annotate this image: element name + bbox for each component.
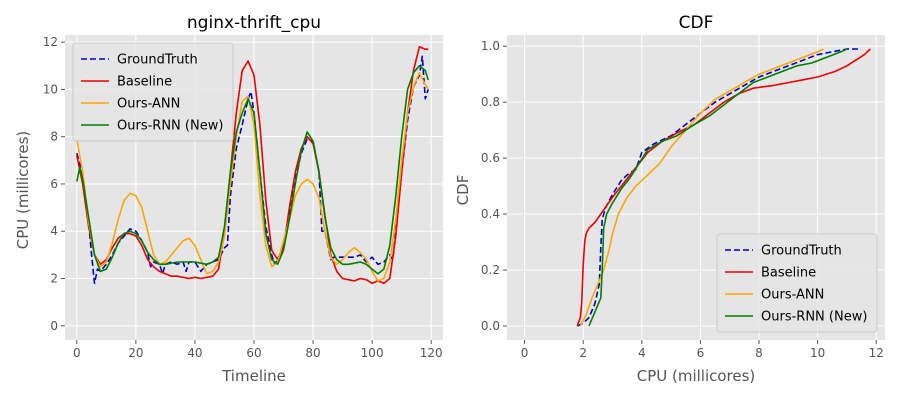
plot-area: 0 2 4 6 8 10 12 0.0 0.2 0.4 0.6 0.8 1.0 GroundTruth Ba… xyxy=(481,35,885,360)
y-axis-label: CPU (millicores) xyxy=(14,131,32,250)
series-line-ours-rnn-new xyxy=(588,48,848,327)
y-tick-label: 0.0 xyxy=(481,319,500,333)
legend-label: Ours-RNN (New) xyxy=(117,119,223,134)
series-line-groundtruth xyxy=(576,48,859,327)
series-line-ours-rnn-new xyxy=(76,64,429,275)
y-axis-label: CDF xyxy=(454,175,472,206)
legend-box xyxy=(72,42,234,142)
x-tick-label: 12 xyxy=(869,346,884,360)
x-tick-label: 4 xyxy=(638,346,646,360)
y-tick-label: 12 xyxy=(43,35,58,49)
y-tick-label: 0.2 xyxy=(481,263,500,277)
legend-label: GroundTruth xyxy=(117,53,198,68)
x-tick-label: 40 xyxy=(187,346,202,360)
legend-label: Baseline xyxy=(117,75,172,90)
x-tick-label: 100 xyxy=(361,346,384,360)
x-tick-label: 2 xyxy=(579,346,587,360)
series-line-baseline xyxy=(76,46,429,285)
plot-area: 0 20 40 60 80 100 120 0 2 4 6 8 10 12 GroundTruth Basel… xyxy=(43,35,443,360)
x-tick-label: 80 xyxy=(305,346,320,360)
chart-title: nginx-thrift_cpu xyxy=(187,13,321,33)
y-tick-label: 8 xyxy=(50,130,58,144)
x-tick-label: 10 xyxy=(810,346,825,360)
legend-label: Baseline xyxy=(761,266,816,281)
x-tick-label: 120 xyxy=(420,346,443,360)
y-tick-label: 10 xyxy=(43,82,58,96)
y-tick-label: 0 xyxy=(50,319,58,333)
x-tick-label: 0 xyxy=(521,346,529,360)
chart-title: CDF xyxy=(679,13,714,33)
y-tick-label: 6 xyxy=(50,177,58,191)
x-axis-label: CPU (millicores) xyxy=(637,367,756,385)
legend: GroundTruth Baseline Ours-ANN Ours-RNN (New… xyxy=(72,42,234,142)
y-tick-label: 0.4 xyxy=(481,207,500,221)
y-tick-label: 1.0 xyxy=(481,39,500,53)
legend-label: Ours-ANN xyxy=(761,288,824,303)
x-tick-label: 6 xyxy=(697,346,705,360)
series-line-ours-ann xyxy=(76,72,429,282)
series-line-groundtruth xyxy=(76,55,429,285)
y-tick-label: 2 xyxy=(50,272,58,286)
x-axis-label: Timeline xyxy=(221,367,286,385)
chart-cdf: 0 2 4 6 8 10 12 0.0 0.2 0.4 0.6 0.8 1.0 GroundTruth Ba… xyxy=(454,13,885,385)
y-tick-label: 4 xyxy=(50,224,58,238)
y-tick-label: 0.6 xyxy=(481,151,500,165)
legend-label: Ours-RNN (New) xyxy=(761,310,867,325)
x-tick-label: 0 xyxy=(73,346,81,360)
legend-label: Ours-ANN xyxy=(117,97,180,112)
y-tick-label: 0.8 xyxy=(481,95,500,109)
chart-nginx-thrift-cpu: 0 20 40 60 80 100 120 0 2 4 6 8 10 12 GroundTruth Basel… xyxy=(14,13,443,385)
legend-box xyxy=(716,233,878,333)
legend: GroundTruth Baseline Ours-ANN Ours-RNN (New… xyxy=(716,233,878,333)
x-tick-label: 20 xyxy=(128,346,143,360)
legend-label: GroundTruth xyxy=(761,244,842,259)
x-tick-label: 60 xyxy=(246,346,261,360)
x-tick-label: 8 xyxy=(755,346,763,360)
